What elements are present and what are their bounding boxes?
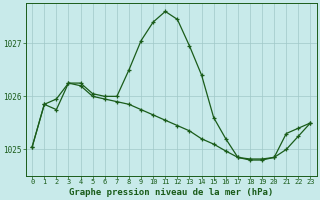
X-axis label: Graphe pression niveau de la mer (hPa): Graphe pression niveau de la mer (hPa) (69, 188, 274, 197)
